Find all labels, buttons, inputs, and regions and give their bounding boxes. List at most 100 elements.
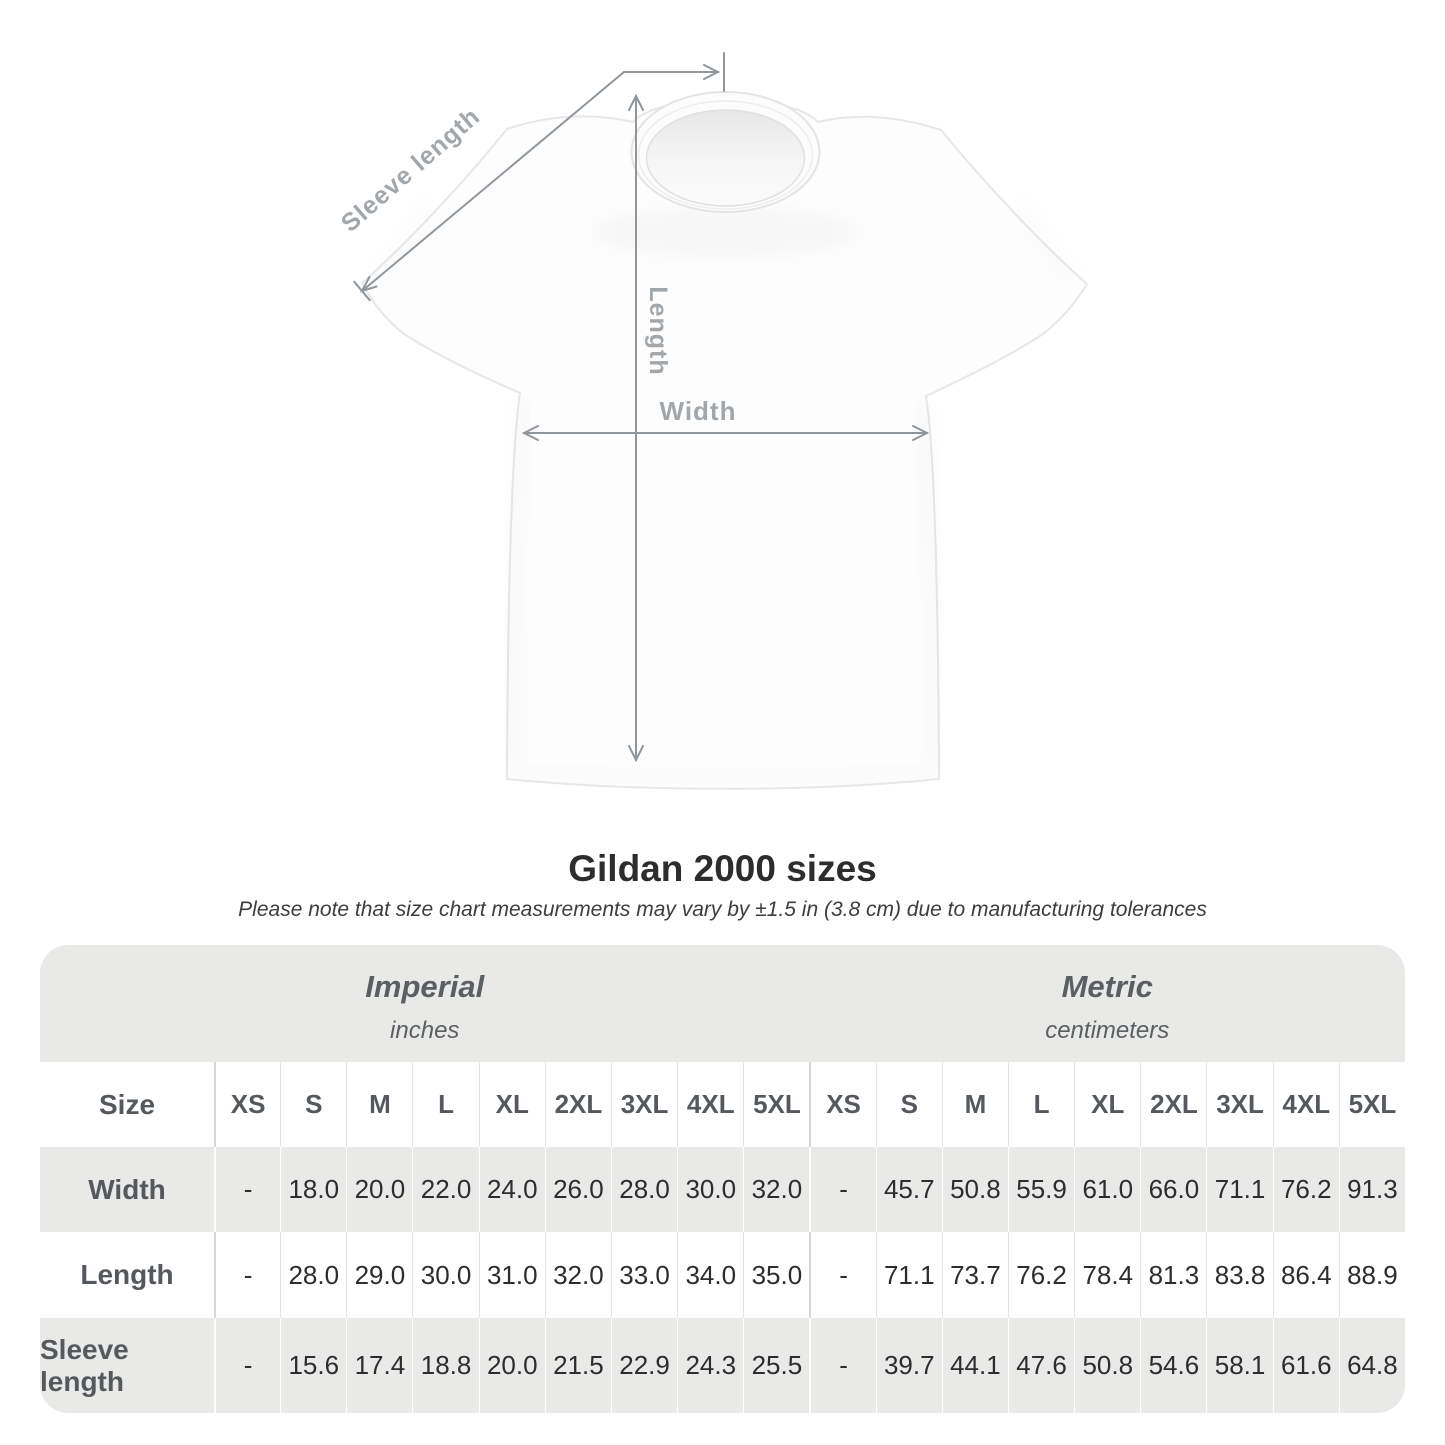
imperial-band: Imperial inches [40,945,809,1062]
size-value: - [214,1232,281,1318]
size-value: 35.0 [743,1232,810,1318]
size-col-header: 5XL [743,1062,810,1147]
width-line [521,425,930,441]
size-value: 54.6 [1140,1318,1206,1413]
size-value: 29.0 [346,1232,413,1318]
size-value: 44.1 [941,1318,1008,1413]
size-col-header: 5XL [1338,1062,1405,1147]
size-col-header: S [875,1062,942,1147]
row-label: Sleeve length [40,1333,129,1397]
size-value: 24.3 [677,1318,743,1413]
size-value: 28.0 [610,1147,677,1232]
size-value: 64.8 [1338,1318,1405,1413]
size-value: 26.0 [544,1147,611,1232]
size-value: 15.6 [280,1318,346,1413]
metric-band: Metric centimeters [809,945,1405,1062]
size-col-header: L [412,1062,479,1147]
size-value: 28.0 [280,1232,347,1318]
size-value: 22.0 [412,1147,478,1232]
size-col-header: M [941,1062,1008,1147]
sleeve-length-line [353,52,725,302]
size-col-header: 3XL [1206,1062,1273,1147]
row-label: Length [40,1232,214,1318]
size-value: 24.0 [478,1147,545,1232]
size-col-header: XL [1074,1062,1141,1147]
size-value: 78.4 [1074,1232,1141,1318]
size-value: 66.0 [1140,1147,1206,1232]
imperial-heading: Imperial [365,968,485,1004]
size-value: 25.5 [743,1318,809,1413]
size-col-header: S [280,1062,347,1147]
size-value: 39.7 [875,1318,942,1413]
metric-unit: centimeters [1045,1016,1170,1044]
tshirt-graphic [360,91,1089,790]
size-col-header: M [346,1062,413,1147]
size-value: 61.6 [1272,1318,1339,1413]
size-value: 18.0 [280,1147,346,1232]
size-col-header: 2XL [1140,1062,1207,1147]
size-value: - [214,1318,280,1413]
size-value: 21.5 [544,1318,611,1413]
size-col-header: 3XL [610,1062,678,1147]
row-label: Width [88,1173,166,1205]
size-value: 34.0 [677,1232,744,1318]
size-value: 45.7 [875,1147,942,1232]
size-value: 88.9 [1338,1232,1405,1318]
length-line [628,93,644,763]
size-value: - [809,1232,876,1318]
size-value: 86.4 [1272,1232,1339,1318]
tshirt-diagram: Sleeve length Length Width [336,52,1089,790]
under-collar-shadow [590,206,860,258]
size-col-header: XS [214,1062,281,1147]
size-value: 17.4 [346,1318,412,1413]
size-value: 73.7 [941,1232,1008,1318]
size-value: 55.9 [1007,1147,1074,1232]
size-value: 76.2 [1272,1147,1339,1232]
length-arrow-top [628,93,644,111]
size-table: Imperial inches Metric centimeters Size X… [40,945,1405,1413]
tolerance-note: Please note that size chart measurements… [238,898,1207,921]
size-value: 20.0 [478,1318,545,1413]
size-value: 31.0 [478,1232,545,1318]
size-col-header: 4XL [1272,1062,1339,1147]
length-label: Length [644,286,672,375]
size-value: 30.0 [412,1232,479,1318]
size-col-header: 4XL [677,1062,744,1147]
size-col-header: XS [809,1062,876,1147]
metric-heading: Metric [1061,968,1153,1004]
size-value: 32.0 [544,1232,611,1318]
sleeve-end-tick-left [353,280,371,302]
size-value: 71.1 [875,1232,942,1318]
imperial-unit: inches [390,1016,460,1044]
size-value: 18.8 [412,1318,478,1413]
size-value: 50.8 [1074,1318,1140,1413]
size-value: 81.3 [1140,1232,1207,1318]
size-col-header: L [1007,1062,1075,1147]
sleeve-arrow-right [703,64,721,80]
length-arrow-bottom [628,745,644,763]
size-value: - [809,1318,875,1413]
size-value: 33.0 [610,1232,678,1318]
collar [630,91,821,213]
size-value: 20.0 [346,1147,412,1232]
size-value: 50.8 [941,1147,1008,1232]
width-label: Width [660,396,737,426]
size-value: - [809,1147,875,1232]
width-arrow-left [521,425,539,441]
size-value: 91.3 [1338,1147,1405,1232]
size-value: 22.9 [610,1318,677,1413]
size-corner-label: Size [40,1062,214,1147]
size-value: 61.0 [1074,1147,1140,1232]
size-value: 47.6 [1007,1318,1074,1413]
size-col-header: 2XL [544,1062,611,1147]
size-value: 30.0 [677,1147,743,1232]
size-value: - [214,1147,280,1232]
size-value: 58.1 [1206,1318,1272,1413]
page-title: Gildan 2000 sizes [568,848,877,889]
width-arrow-right [912,425,930,441]
size-value: 83.8 [1206,1232,1273,1318]
tshirt-diagram-svg: Sleeve length Length Width [336,52,1089,790]
size-value: 32.0 [743,1147,809,1232]
size-value: 71.1 [1206,1147,1272,1232]
